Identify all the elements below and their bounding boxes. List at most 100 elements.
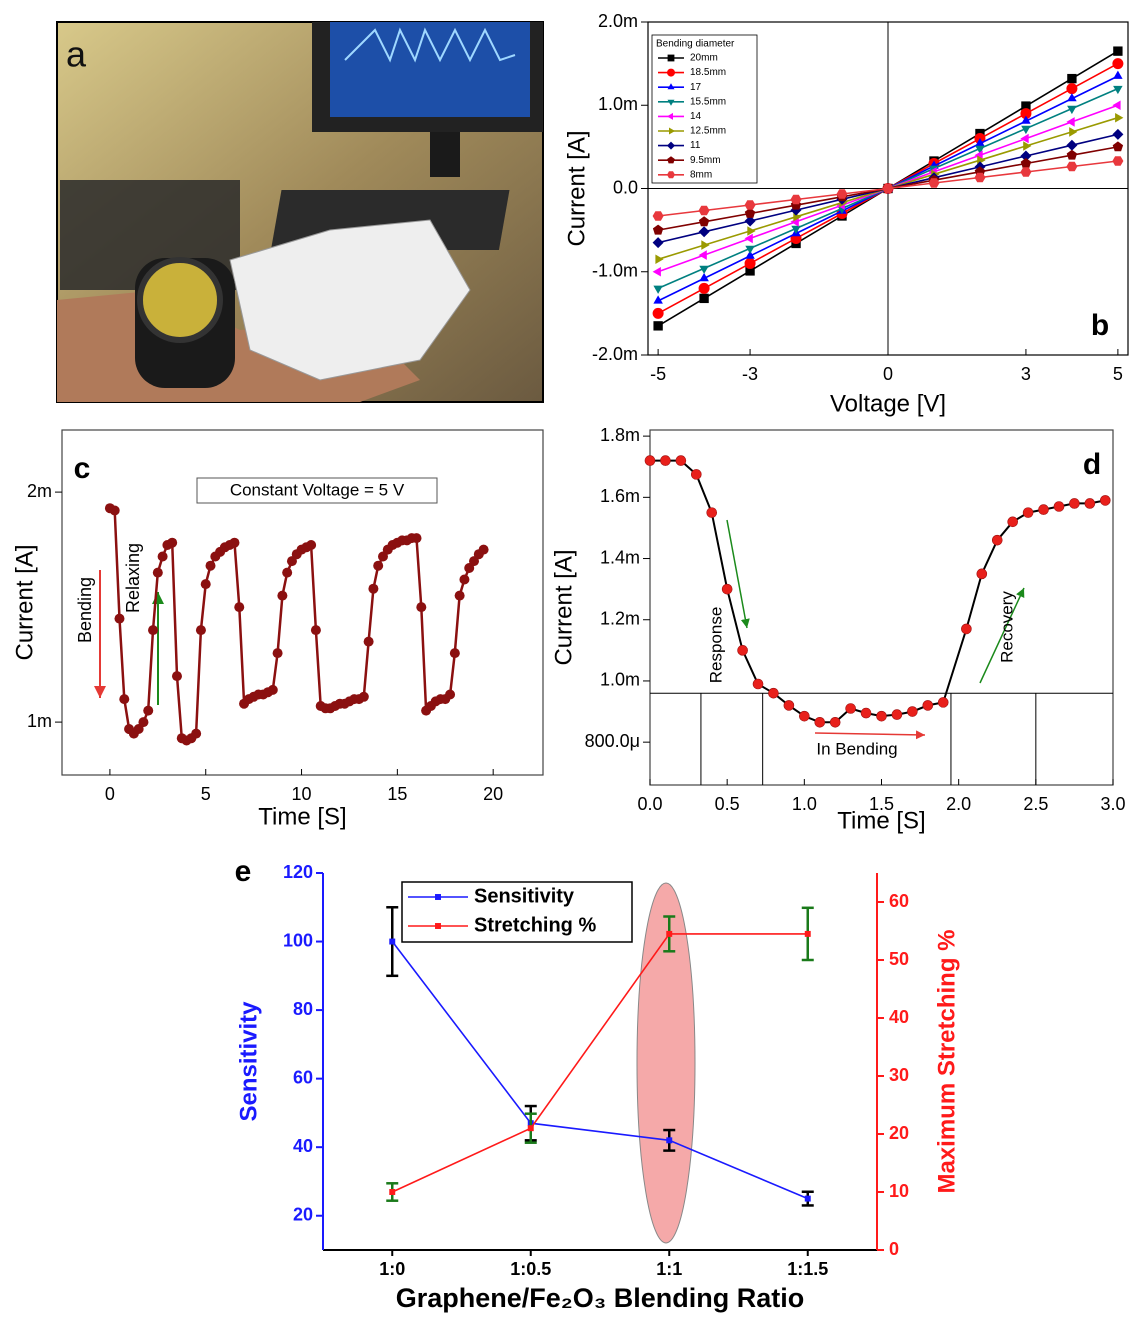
y-axis-label: Current [A]	[563, 130, 590, 246]
marker	[1021, 101, 1031, 111]
marker	[667, 83, 675, 90]
marker	[373, 560, 384, 571]
chart-panel: 0 5 10 15 20 1m 2m Time [S] Current [A] c Constant…	[11, 429, 544, 830]
marker	[234, 602, 245, 613]
x-tick-label: 15	[387, 784, 407, 804]
y-tick-label: 1.0m	[600, 670, 640, 690]
x-tick-label: 0	[883, 364, 893, 384]
marker	[975, 145, 985, 154]
marker	[527, 1125, 534, 1132]
highlight-ellipse	[636, 882, 696, 1244]
marker	[1069, 498, 1080, 509]
marker	[167, 537, 178, 548]
y2-tick-label: 40	[889, 1007, 909, 1027]
marker	[666, 1137, 673, 1144]
annotation: Constant Voltage = 5 V	[230, 480, 405, 499]
marker	[1113, 46, 1123, 56]
annotation: Bending	[75, 577, 95, 643]
marker	[804, 1195, 811, 1202]
marker	[667, 156, 675, 164]
marker	[171, 671, 182, 682]
y2-tick-label: 30	[889, 1065, 909, 1085]
marker	[143, 705, 154, 716]
y-tick-label: 40	[293, 1136, 313, 1156]
x-tick-label: -5	[650, 364, 666, 384]
x-tick-label: 2.0	[946, 794, 971, 814]
marker	[666, 930, 673, 937]
y-tick-label: 80	[293, 999, 313, 1019]
panel-label: c	[74, 452, 91, 485]
marker	[669, 127, 675, 135]
marker	[277, 590, 288, 601]
marker	[790, 194, 802, 205]
marker	[652, 307, 664, 319]
legend-label: 15.5mm	[690, 96, 726, 107]
marker	[1112, 141, 1124, 152]
series-line	[391, 933, 808, 1193]
marker	[1020, 133, 1029, 144]
marker	[836, 189, 848, 199]
legend-label: 11	[690, 140, 701, 151]
marker	[1069, 127, 1078, 137]
marker	[195, 625, 206, 636]
y2-tick-label: 50	[889, 949, 909, 969]
marker	[157, 551, 168, 562]
marker	[752, 678, 764, 690]
marker	[937, 697, 949, 708]
y-tick-label: 1.6m	[600, 486, 640, 506]
marker	[435, 923, 441, 929]
marker	[845, 703, 856, 714]
x-tick-label: -3	[742, 364, 758, 384]
y2-tick-label: 20	[889, 1123, 909, 1143]
marker	[737, 645, 748, 656]
annotation: Relaxing	[123, 543, 143, 613]
x-tick-label: 1.5	[869, 794, 894, 814]
marker	[891, 709, 903, 720]
marker	[205, 560, 216, 571]
legend-label: 20mm	[690, 53, 718, 64]
legend-label: 12.5mm	[690, 126, 726, 137]
marker	[791, 225, 801, 234]
marker	[744, 200, 756, 210]
y-tick-label: 120	[283, 862, 313, 882]
marker	[928, 178, 940, 188]
y-tick-label: 1.4m	[600, 547, 640, 567]
marker	[744, 233, 753, 244]
panel-label: a	[66, 34, 87, 75]
marker	[1099, 495, 1111, 506]
x-tick-label: 10	[292, 784, 312, 804]
y-axis-label: Current [A]	[11, 544, 38, 660]
marker	[690, 469, 702, 480]
legend-label: 18.5mm	[690, 67, 726, 78]
marker	[1020, 167, 1032, 177]
marker	[747, 226, 756, 236]
marker	[119, 694, 130, 705]
marker	[1020, 150, 1032, 162]
y2-tick-label: 0	[889, 1239, 899, 1259]
marker	[1020, 158, 1032, 168]
marker	[1084, 498, 1096, 509]
annotation-box	[196, 477, 438, 504]
marker	[652, 237, 664, 249]
marker	[745, 245, 755, 254]
x-tick-label: 1.0	[792, 794, 817, 814]
marker	[1066, 83, 1078, 95]
marker	[267, 684, 278, 695]
marker	[667, 141, 675, 150]
marker	[698, 226, 710, 238]
marker	[1113, 70, 1123, 79]
x-tick-label: 2.5	[1023, 794, 1048, 814]
marker	[907, 706, 918, 717]
marker	[991, 534, 1003, 546]
x-axis-label: Time [S]	[258, 803, 346, 830]
marker	[1066, 149, 1078, 160]
legend: Sensitivity Stretching %	[401, 881, 633, 943]
marker	[653, 321, 663, 331]
marker	[1066, 139, 1078, 151]
y-tick-label: -2.0m	[592, 344, 638, 364]
marker	[860, 707, 872, 719]
marker	[389, 1189, 396, 1195]
y-axis-label: Current [A]	[550, 549, 577, 665]
x-axis-label: Voltage [V]	[830, 390, 946, 417]
